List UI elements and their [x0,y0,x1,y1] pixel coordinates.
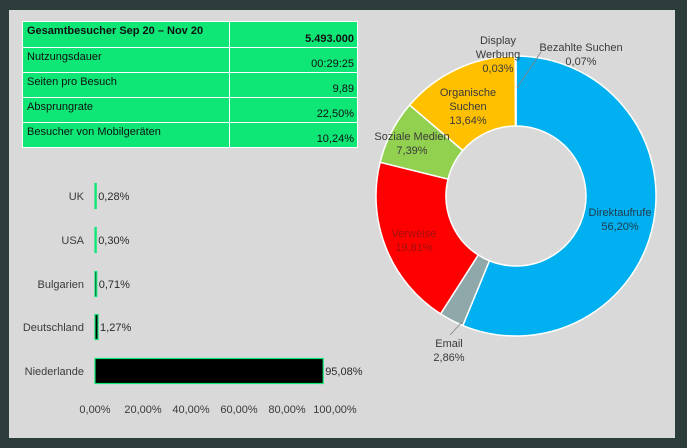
stats-title: Gesamtbesucher Sep 20 – Nov 20 [21,21,231,48]
donut-slice-label: Display Werbung 0,03% [476,35,520,75]
stats-row-label: Seiten pro Besuch [21,72,231,98]
stats-row-label: Nutzungsdauer [21,47,231,73]
bar-data-label: 1,27% [100,322,131,334]
donut-slice-value: 19,81% [395,242,433,254]
x-tick-label: 80,00% [268,404,306,416]
donut-slice-label: Soziale Medien 7,39% [374,131,449,157]
donut-slice [514,55,517,127]
stats-row: Seiten pro Besuch 9,89 [21,72,358,98]
stats-row: Nutzungsdauer 00:29:25 [21,47,358,73]
stats-row-value: 10,24% [229,122,358,148]
x-tick-label: 40,00% [172,404,210,416]
stats-row-value: 22,50% [229,97,358,123]
donut-slice-label: Bezahlte Suchen 0,07% [539,42,622,68]
bar [94,313,99,341]
donut-slice-value: 2,86% [433,352,464,364]
bar-category-label: UK [69,191,85,203]
bar-data-label: 0,30% [98,235,129,247]
stats-table: Gesamtbesucher Sep 20 – Nov 20 5.493.000… [21,21,358,148]
country-bar-chart: UK 0,28% USA 0,30% Bulgarien 0,71% Deutschland… [23,182,363,416]
traffic-source-donut-chart: Direktaufrufe 56,20% Email 2,86% Verweise 19,… [374,35,657,364]
bar [94,182,97,210]
donut-slice [375,161,480,315]
x-tick-label: 100,00% [313,404,357,416]
donut-slice-value: 13,64% [449,115,487,127]
bar-data-label: 0,71% [99,279,130,291]
bar [94,226,97,254]
bar-category-label: Bulgarien [38,279,84,291]
donut-slice-label: Organische Suchen 13,64% [440,87,496,127]
donut-slice-label: Direktaufrufe 56,20% [589,207,652,233]
stats-row-value: 00:29:25 [229,47,358,73]
bar-category-label: Niederlande [25,366,84,378]
bar [94,357,324,385]
stats-row-value: 9,89 [229,72,358,98]
donut-slice-value: 0,07% [565,56,596,68]
stats-row-label: Absprungrate [21,97,231,123]
stats-row: Besucher von Mobilgeräten 10,24% [21,122,358,148]
stats-total: 5.493.000 [229,21,358,48]
x-tick-label: 20,00% [124,404,162,416]
bar-category-label: USA [61,235,84,247]
bar-data-label: 95,08% [325,366,363,378]
bar-data-label: 0,28% [98,191,129,203]
stats-row-label: Besucher von Mobilgeräten [21,122,231,148]
donut-slice-label: Verweise 19,81% [392,228,437,254]
bar [94,270,98,298]
donut-slice-value: 56,20% [601,221,639,233]
donut-slice-value: 0,03% [482,63,513,75]
donut-slice-value: 7,39% [396,145,427,157]
donut-slice [461,55,657,337]
leader-line [449,321,463,336]
x-tick-label: 60,00% [220,404,258,416]
stats-row: Absprungrate 22,50% [21,97,358,123]
leader-line [516,51,542,89]
bar-category-label: Deutschland [23,322,84,334]
donut-slice-label: Email 2,86% [433,338,464,364]
x-tick-label: 0,00% [79,404,110,416]
stats-header-row: Gesamtbesucher Sep 20 – Nov 20 5.493.000 [21,21,358,48]
